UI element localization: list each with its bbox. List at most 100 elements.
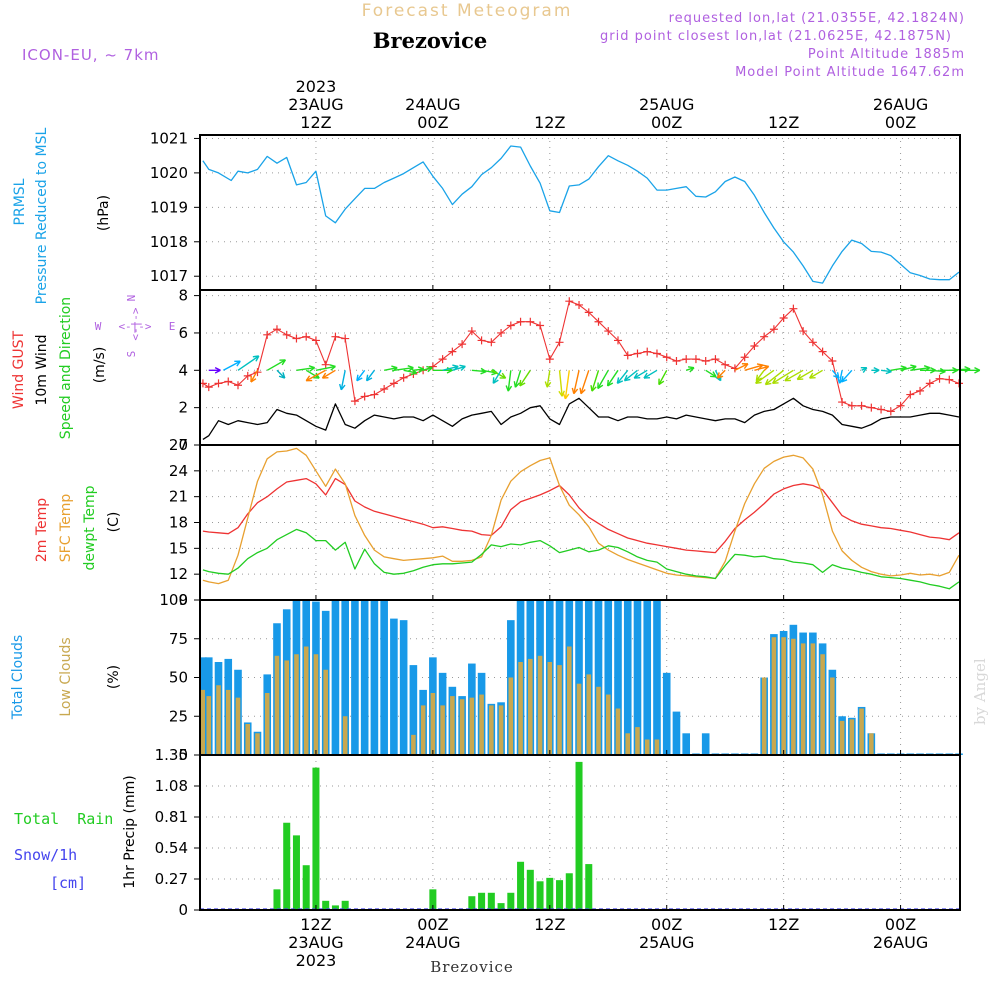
wind-arrow-shaft <box>514 370 522 388</box>
bottom-year-label: 2023 <box>296 951 337 970</box>
wind-gust-point <box>448 347 457 356</box>
wind-arrow-head <box>764 378 772 386</box>
low-cloud-bar <box>859 708 864 755</box>
wind-arrow <box>658 369 668 386</box>
wind-arrow-shaft <box>356 369 366 382</box>
wind-arrow-head <box>974 366 981 374</box>
wind-gust-point <box>458 340 467 349</box>
rain-bar <box>575 761 583 910</box>
total-cloud-bar <box>672 711 681 755</box>
wind-gust-point <box>877 405 886 414</box>
rain-bar <box>556 880 564 910</box>
wind-gust-point <box>282 330 291 339</box>
wind-arrow-shaft <box>223 360 241 371</box>
wind-arrow <box>338 370 346 391</box>
wind-arrow <box>685 366 695 373</box>
wind-arrow-shaft <box>716 369 726 379</box>
wind-arrow-shaft <box>900 365 917 371</box>
wind-gust-point <box>594 317 603 326</box>
precip-unit: 1hr Precip (mm) <box>122 775 138 888</box>
total-cloud-bar <box>380 600 388 755</box>
wind-arrow <box>764 369 785 386</box>
low-cloud-bar <box>420 705 426 755</box>
wind-arrow <box>959 366 981 374</box>
y-tick-label: 15 <box>169 539 188 557</box>
low-cloud-bar <box>537 655 543 755</box>
cm-label: [cm] <box>50 874 86 892</box>
wind-gust-point <box>643 347 652 356</box>
wind-arrow-shaft <box>519 369 531 387</box>
bottom-date-label: 25AUG <box>639 933 694 952</box>
total-cloud-bar <box>633 600 642 755</box>
wind-arrow-head <box>809 372 816 379</box>
total-cloud-bar <box>604 600 613 755</box>
wind-arrow-shaft <box>564 370 570 399</box>
low-cloud-bar <box>800 643 806 755</box>
low-cloud-bar <box>654 739 660 755</box>
low-cloud-bar <box>450 696 455 755</box>
wind-arrow-head <box>407 365 414 372</box>
y-tick-label: 27 <box>169 436 188 454</box>
wind-gust-point <box>555 338 564 347</box>
wind-arrow-shaft <box>558 370 563 397</box>
wind-gust-point <box>818 347 827 356</box>
wind-arrow-shaft <box>422 367 433 371</box>
total-cloud-bar <box>399 620 408 755</box>
compass-w: W <box>95 320 102 333</box>
wind-arrow <box>276 369 286 379</box>
wind-gust-point <box>896 401 905 410</box>
total-cloud-bar <box>341 600 349 755</box>
low-cloud-bar <box>625 733 631 755</box>
wind-gust-point <box>916 386 925 395</box>
low-cloud-bar <box>615 708 621 755</box>
wind-arrow-head <box>234 360 241 367</box>
wind-gust-point <box>263 330 272 339</box>
percent-unit: (%) <box>106 665 122 689</box>
y-tick-label: 1.35 <box>155 746 188 764</box>
rain-bar <box>517 861 525 910</box>
snow-label: Snow/1h <box>14 846 77 864</box>
low-cloud-bar <box>255 733 260 755</box>
rain-bar <box>585 864 593 910</box>
wind-arrow <box>305 369 327 382</box>
wind-arrow <box>208 366 221 374</box>
wind-arrow <box>315 364 336 371</box>
wind-arrow-head <box>741 363 749 370</box>
low-cloud-bar <box>849 719 855 755</box>
y-tick-label: 1021 <box>150 129 188 147</box>
wind-gust-point <box>516 317 525 326</box>
top-hour-label: 12Z <box>300 113 331 132</box>
wind-arrow <box>890 365 907 372</box>
wind-arrow-shaft <box>784 369 804 382</box>
top-hour-label: 00Z <box>651 113 682 132</box>
low-cloud-bar <box>528 658 533 755</box>
wind-arrow-shaft <box>546 370 551 388</box>
wind-gust-point <box>584 308 593 317</box>
bottom-date-label: 24AUG <box>405 933 460 952</box>
low-cloud-bar <box>440 705 445 755</box>
sfc-temp-label: SFC Temp <box>58 494 74 563</box>
low-cloud-bar <box>342 716 348 755</box>
precip-labels: Total Rain Snow/1h [cm] 1hr Precip (mm) <box>14 775 138 892</box>
rain-bar <box>497 903 505 910</box>
total-cloud-bar <box>390 618 398 755</box>
total-cloud-bar <box>370 600 379 755</box>
prmsl-label: PRMSL <box>12 178 28 225</box>
wind-arrow-shaft <box>403 369 417 374</box>
wind-gust-point <box>682 355 691 364</box>
y-tick-label: 1020 <box>150 164 188 182</box>
wind-arrow-shaft <box>413 368 424 371</box>
wind-arrow <box>296 365 316 372</box>
y-tick-label: 1017 <box>150 267 188 285</box>
y-tick-label: 100 <box>159 591 188 609</box>
wind-gust-point <box>652 349 661 358</box>
wind-arrow-head <box>623 374 631 382</box>
wind-gust-point <box>389 379 398 388</box>
y-tick-label: 8 <box>178 287 188 305</box>
wind-arrow-shaft <box>755 369 775 384</box>
wind-arrow-head <box>278 372 286 379</box>
total-clouds-label: Total Clouds <box>10 635 26 720</box>
wind-arrow-head <box>356 374 363 382</box>
wind-arrow <box>860 366 868 373</box>
